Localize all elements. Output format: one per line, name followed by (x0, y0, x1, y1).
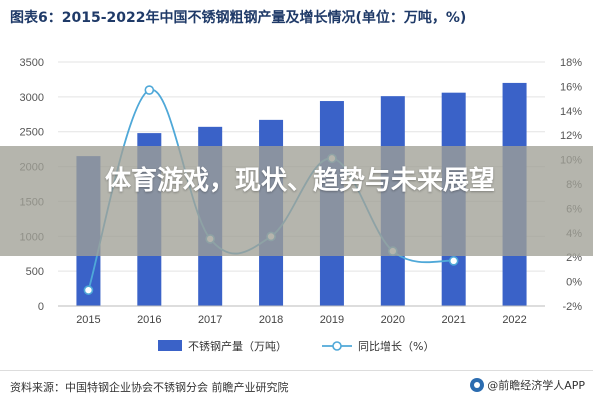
x-tick-label: 2019 (320, 314, 344, 326)
y-left-tick-label: 3500 (20, 57, 44, 69)
brand: @前瞻经济学人APP (470, 377, 585, 393)
legend-line-label: 同比增长（%） (358, 339, 434, 353)
x-tick-label: 2020 (381, 314, 405, 326)
y-right-tick-label: 16% (560, 81, 582, 93)
y-right-tick-label: 18% (560, 57, 582, 69)
x-tick-label: 2022 (502, 314, 526, 326)
footer: 资料来源：中国特钢企业协会不锈钢分会 前瞻产业研究院 @前瞻经济学人APP (0, 370, 593, 409)
x-tick-label: 2018 (259, 314, 283, 326)
y-right-tick-label: 12% (560, 130, 582, 142)
y-right-tick-label: 14% (560, 106, 582, 118)
legend-line-marker (332, 341, 342, 351)
y-right-tick-label: -2% (562, 301, 582, 313)
growth-point (83, 285, 94, 295)
legend-bar-label: 不锈钢产量（万吨） (188, 339, 287, 353)
y-left-tick-label: 2500 (20, 127, 44, 139)
headline-banner: 体育游戏，现状、趋势与未来展望 (0, 146, 593, 256)
brand-logo-icon (470, 378, 485, 392)
source-note: 资料来源：中国特钢企业协会不锈钢分会 前瞻产业研究院 (10, 381, 289, 394)
y-right-tick-label: 0% (566, 277, 582, 289)
x-tick-label: 2021 (441, 314, 465, 326)
x-tick-label: 2015 (76, 314, 100, 326)
growth-point (448, 256, 459, 266)
y-left-tick-label: 500 (26, 266, 44, 278)
brand-label: @前瞻经济学人APP (487, 379, 585, 392)
legend-bar-swatch (158, 340, 182, 351)
y-left-tick-label: 3000 (20, 92, 44, 104)
y-left-tick-label: 0 (38, 301, 44, 313)
x-tick-label: 2016 (137, 314, 161, 326)
growth-point (144, 85, 155, 95)
chart-title: 图表6：2015-2022年中国不锈钢粗钢产量及增长情况(单位：万吨，%) (10, 10, 467, 26)
headline-text: 体育游戏，现状、趋势与未来展望 (104, 166, 495, 196)
x-tick-label: 2017 (198, 314, 222, 326)
